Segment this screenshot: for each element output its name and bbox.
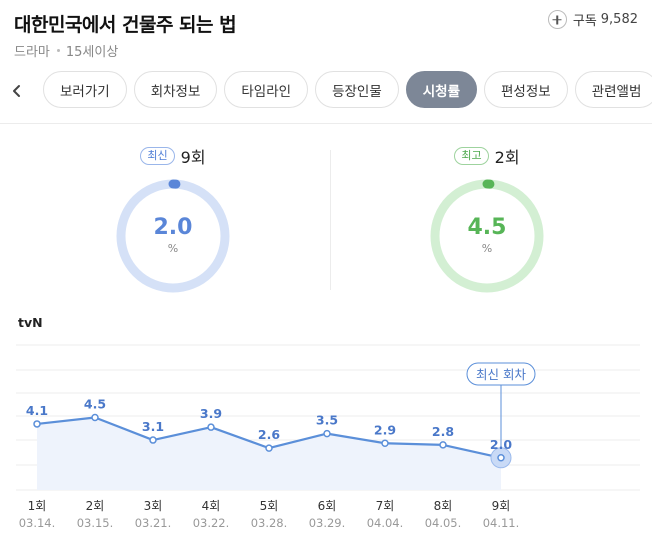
- x-date-label: 04.05.: [425, 516, 462, 530]
- x-date-label: 04.11.: [483, 516, 520, 530]
- x-date-label: 03.22.: [193, 516, 230, 530]
- tab-prev-button[interactable]: [6, 81, 26, 101]
- ratings-chart: 최신 회차 4.1 1회 03.14. 4.5 2회 03.15. 3.1 3회 03.21. 3.…: [0, 340, 652, 542]
- tab-albums[interactable]: 관련앨범: [574, 71, 652, 108]
- latest-episode: 9회: [180, 148, 206, 167]
- chevron-left-icon: [13, 85, 20, 97]
- tab-schedule[interactable]: 편성정보: [484, 71, 568, 108]
- x-tick-label: 7회: [376, 499, 395, 513]
- channel-label: tvN: [18, 315, 43, 330]
- x-tick-label: 6회: [318, 499, 337, 513]
- latest-rating-value: 2.0: [153, 215, 193, 240]
- data-label: 2.8: [432, 424, 454, 439]
- best-rating-card: 최고 2회 4.5 %: [407, 140, 567, 300]
- card-divider: [330, 150, 331, 290]
- x-tick-label: 8회: [434, 499, 453, 513]
- data-label: 2.9: [374, 422, 396, 437]
- age-rating-label: 15세이상: [65, 45, 119, 60]
- best-rating-unit: %: [481, 242, 493, 255]
- latest-rating-unit: %: [167, 242, 179, 255]
- tab-watch[interactable]: 보러가기: [43, 71, 127, 108]
- latest-badge: 최신: [140, 147, 175, 165]
- best-episode: 2회: [494, 148, 520, 167]
- best-rating-value: 4.5: [467, 215, 507, 240]
- data-point[interactable]: [497, 454, 505, 462]
- x-date-label: 03.28.: [251, 516, 288, 530]
- program-header: 대한민국에서 건물주 되는 법 드라마 15세이상 구독 9,582: [14, 8, 638, 62]
- tab-cast[interactable]: 등장인물: [315, 71, 399, 108]
- best-donut-marker: [430, 179, 544, 293]
- latest-callout-box: [466, 362, 536, 386]
- tab-timeline[interactable]: 타임라인: [224, 71, 309, 108]
- latest-rating-donut: 2.0 %: [114, 177, 232, 295]
- data-point[interactable]: [439, 441, 447, 449]
- data-label: 2.6: [258, 427, 280, 442]
- x-date-label: 03.15.: [77, 516, 114, 530]
- series-area: [37, 417, 501, 490]
- data-label: 4.1: [26, 403, 48, 418]
- tabs: 보러가기 회차정보 타임라인 등장인물 시청률 편성정보 관련앨범: [43, 71, 652, 108]
- subscribe-count: 9,582: [600, 12, 638, 27]
- x-tick-label: 4회: [202, 499, 221, 513]
- data-label: 4.5: [84, 397, 106, 412]
- separator-dot: [56, 49, 60, 52]
- x-date-label: 04.04.: [367, 516, 404, 530]
- subscribe-button[interactable]: 구독 9,582: [547, 10, 638, 29]
- latest-callout-label: 최신 회차: [476, 367, 526, 382]
- x-tick-label: 3회: [144, 499, 163, 513]
- x-tick-label: 2회: [86, 499, 105, 513]
- plus-icon: [547, 10, 567, 29]
- data-label: 3.9: [200, 406, 222, 421]
- program-title: 대한민국에서 건물주 되는 법: [14, 14, 237, 36]
- section-divider: [0, 123, 652, 124]
- x-date-label: 03.21.: [135, 516, 172, 530]
- x-date-label: 03.29.: [309, 516, 346, 530]
- latest-rating-card: 최신 9회 2.0 %: [93, 140, 253, 300]
- tab-episodes[interactable]: 회차정보: [133, 71, 218, 108]
- tab-bar: 보러가기 회차정보 타임라인 등장인물 시청률 편성정보 관련앨범: [0, 71, 652, 111]
- data-point[interactable]: [91, 413, 99, 422]
- x-tick-label: 1회: [28, 499, 47, 513]
- latest-donut-marker: [116, 179, 230, 293]
- x-tick-label: 5회: [260, 499, 279, 513]
- data-point[interactable]: [381, 439, 389, 448]
- x-date-label: 03.14.: [19, 516, 56, 530]
- x-tick-label: 9회: [492, 499, 511, 513]
- data-point[interactable]: [149, 436, 157, 444]
- best-rating-donut: 4.5 %: [428, 177, 546, 295]
- data-point[interactable]: [33, 420, 41, 428]
- subscribe-label: 구독: [572, 14, 597, 29]
- data-label: 3.1: [142, 419, 164, 434]
- data-label: 3.5: [316, 413, 338, 428]
- program-meta: 드라마 15세이상: [14, 41, 118, 60]
- ratings-line-chart: 최신 회차 4.1 1회 03.14. 4.5 2회 03.15. 3.1 3회 03.21. 3.…: [16, 344, 640, 530]
- data-label: 2.0: [490, 437, 512, 452]
- genre-label: 드라마: [14, 45, 50, 60]
- data-point[interactable]: [207, 423, 215, 431]
- data-point[interactable]: [265, 444, 273, 452]
- tab-ratings[interactable]: 시청률: [405, 71, 478, 108]
- data-point[interactable]: [323, 429, 331, 438]
- best-badge: 최고: [454, 147, 489, 165]
